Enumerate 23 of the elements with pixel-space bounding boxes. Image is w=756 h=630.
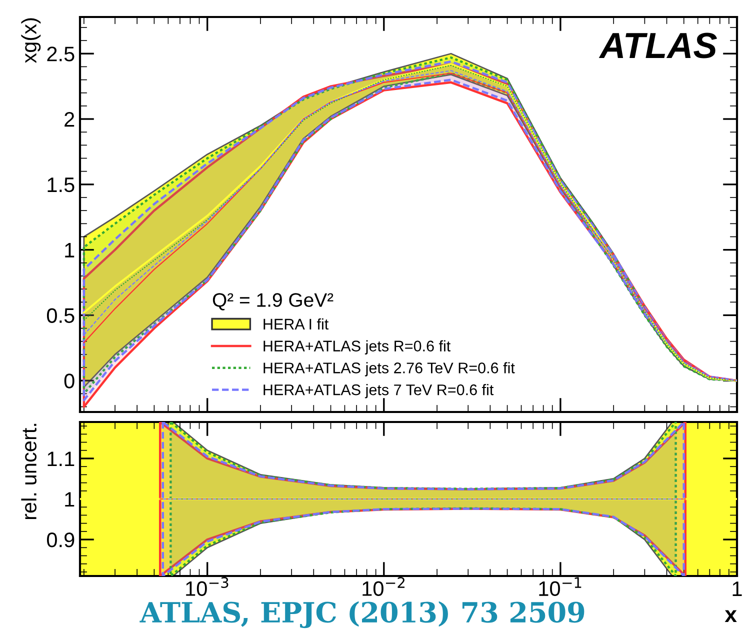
y-tick-label: 1.5 <box>48 178 74 192</box>
legend-title: Q² = 1.9 GeV² <box>212 293 334 310</box>
annotation: ATLAS <box>598 32 717 58</box>
y-axis-title: xg(x) <box>21 18 41 64</box>
legend-label: HERA I fit <box>264 318 329 330</box>
y-tick-label: 0.9 <box>46 532 74 548</box>
y-tick-label: 2 <box>64 112 74 127</box>
y-axis-title: rel. uncert. <box>21 424 37 520</box>
legend-label: HERA+ATLAS jets 2.76 TeV R=0.6 fit <box>264 362 515 376</box>
x-tick-label: 10$^{−1}$ <box>539 577 582 596</box>
y-tick-label: 0 <box>64 374 74 388</box>
y-tick-label: 1.1 <box>48 452 74 466</box>
text: ATLAS, EPJC (2013) 73 2509 <box>140 601 584 628</box>
y-tick-label: 2.5 <box>47 46 74 62</box>
y-tick-label: 1 <box>65 492 74 507</box>
y-tick-label: 0.5 <box>46 308 74 323</box>
x-tick-label: 10$^{−2}$ <box>362 577 404 596</box>
x-tick-label: 10$^{−3}$ <box>186 577 228 596</box>
legend-label: HERA+ATLAS jets R=0.6 fit <box>264 340 451 354</box>
legend-label: HERA+ATLAS jets 7 TeV R=0.6 fit <box>264 384 494 398</box>
y-tick-label: 1 <box>65 243 74 258</box>
x-axis-title: x <box>724 610 737 622</box>
x-tick-label: 1 <box>732 582 742 596</box>
